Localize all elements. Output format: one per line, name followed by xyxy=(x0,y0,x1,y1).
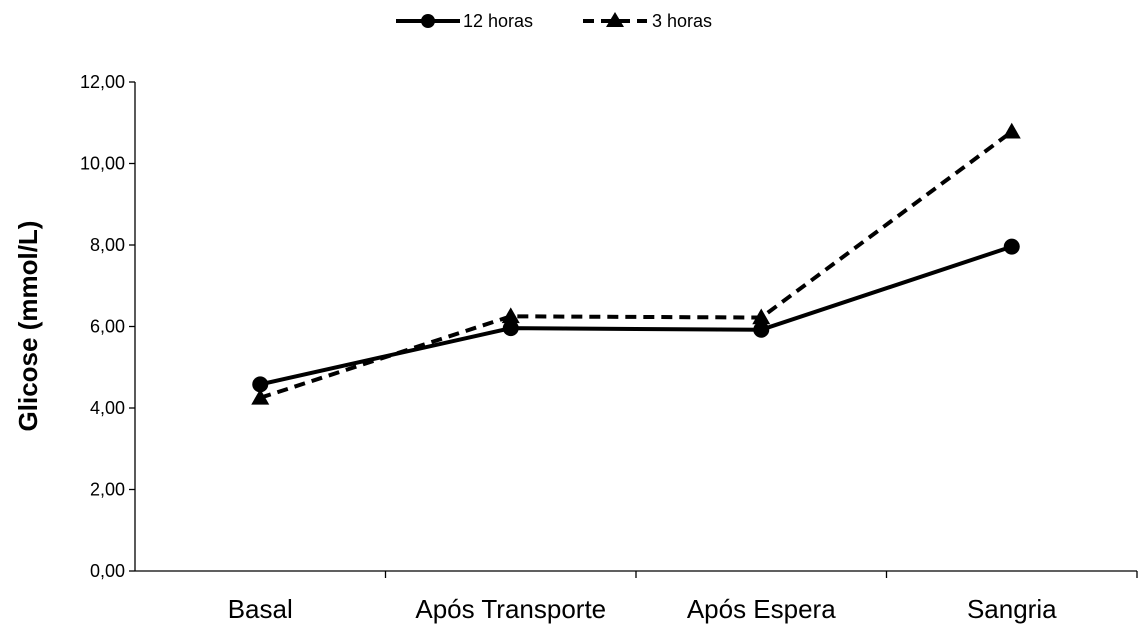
y-tick-label: 4,00 xyxy=(90,398,125,418)
series-line-3-horas xyxy=(259,130,1013,400)
data-point-triangle xyxy=(752,308,771,325)
y-tick-label: 8,00 xyxy=(90,235,125,255)
data-point-circle xyxy=(1003,238,1020,255)
data-point-circle xyxy=(502,320,519,337)
data-point-triangle xyxy=(251,388,270,405)
y-ticks: 0,00 2,00 4,00 6,00 8,00 10,00 12,00 xyxy=(80,72,135,581)
x-category-label: Após Transporte xyxy=(415,594,606,624)
y-axis-title: Glicose (mmol/L) xyxy=(13,221,43,432)
data-point-triangle xyxy=(1002,122,1021,139)
legend-marker-3-horas xyxy=(606,12,624,27)
y-tick-label: 10,00 xyxy=(80,154,125,174)
x-category-label: Sangria xyxy=(967,594,1057,624)
legend-marker-12-horas xyxy=(421,14,435,28)
series-layer xyxy=(251,122,1021,405)
x-category-label: Após Espera xyxy=(687,594,836,624)
x-category-label: Basal xyxy=(228,594,293,624)
data-point-circle xyxy=(252,376,269,393)
y-tick-label: 2,00 xyxy=(90,480,125,500)
x-ticks: Basal Após Transporte Após Espera Sangria xyxy=(228,571,1138,624)
y-tick-label: 6,00 xyxy=(90,317,125,337)
y-tick-label: 0,00 xyxy=(90,561,125,581)
legend-label-12-horas: 12 horas xyxy=(463,11,533,31)
y-tick-label: 12,00 xyxy=(80,72,125,92)
data-point-circle xyxy=(753,321,770,338)
data-point-triangle xyxy=(501,307,520,324)
legend: 12 horas 3 horas xyxy=(396,11,712,31)
legend-label-3-horas: 3 horas xyxy=(652,11,712,31)
